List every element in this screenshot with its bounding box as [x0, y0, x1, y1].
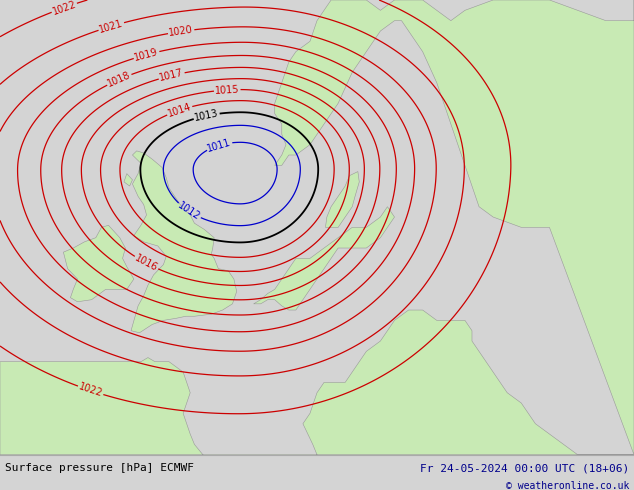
Text: 1011: 1011 [206, 137, 233, 153]
Text: 1022: 1022 [77, 382, 104, 399]
Text: 1021: 1021 [98, 18, 124, 35]
Text: 1016: 1016 [133, 253, 159, 273]
Text: 1022: 1022 [51, 0, 77, 17]
Text: 1018: 1018 [106, 70, 133, 89]
Polygon shape [131, 151, 236, 333]
Text: 1017: 1017 [158, 68, 184, 83]
Polygon shape [254, 207, 394, 310]
Text: 1015: 1015 [215, 84, 240, 96]
Polygon shape [275, 0, 634, 455]
Text: Fr 24-05-2024 00:00 UTC (18+06): Fr 24-05-2024 00:00 UTC (18+06) [420, 463, 629, 473]
Text: 1012: 1012 [176, 200, 202, 222]
Text: © weatheronline.co.uk: © weatheronline.co.uk [505, 481, 629, 490]
Text: 1020: 1020 [168, 24, 194, 38]
Text: 1013: 1013 [193, 108, 219, 123]
Text: 1019: 1019 [133, 47, 160, 63]
Text: Surface pressure [hPa] ECMWF: Surface pressure [hPa] ECMWF [5, 463, 194, 473]
Polygon shape [63, 225, 134, 302]
Polygon shape [325, 172, 359, 227]
Polygon shape [124, 173, 133, 186]
Polygon shape [0, 310, 634, 475]
Text: 1014: 1014 [166, 101, 193, 119]
